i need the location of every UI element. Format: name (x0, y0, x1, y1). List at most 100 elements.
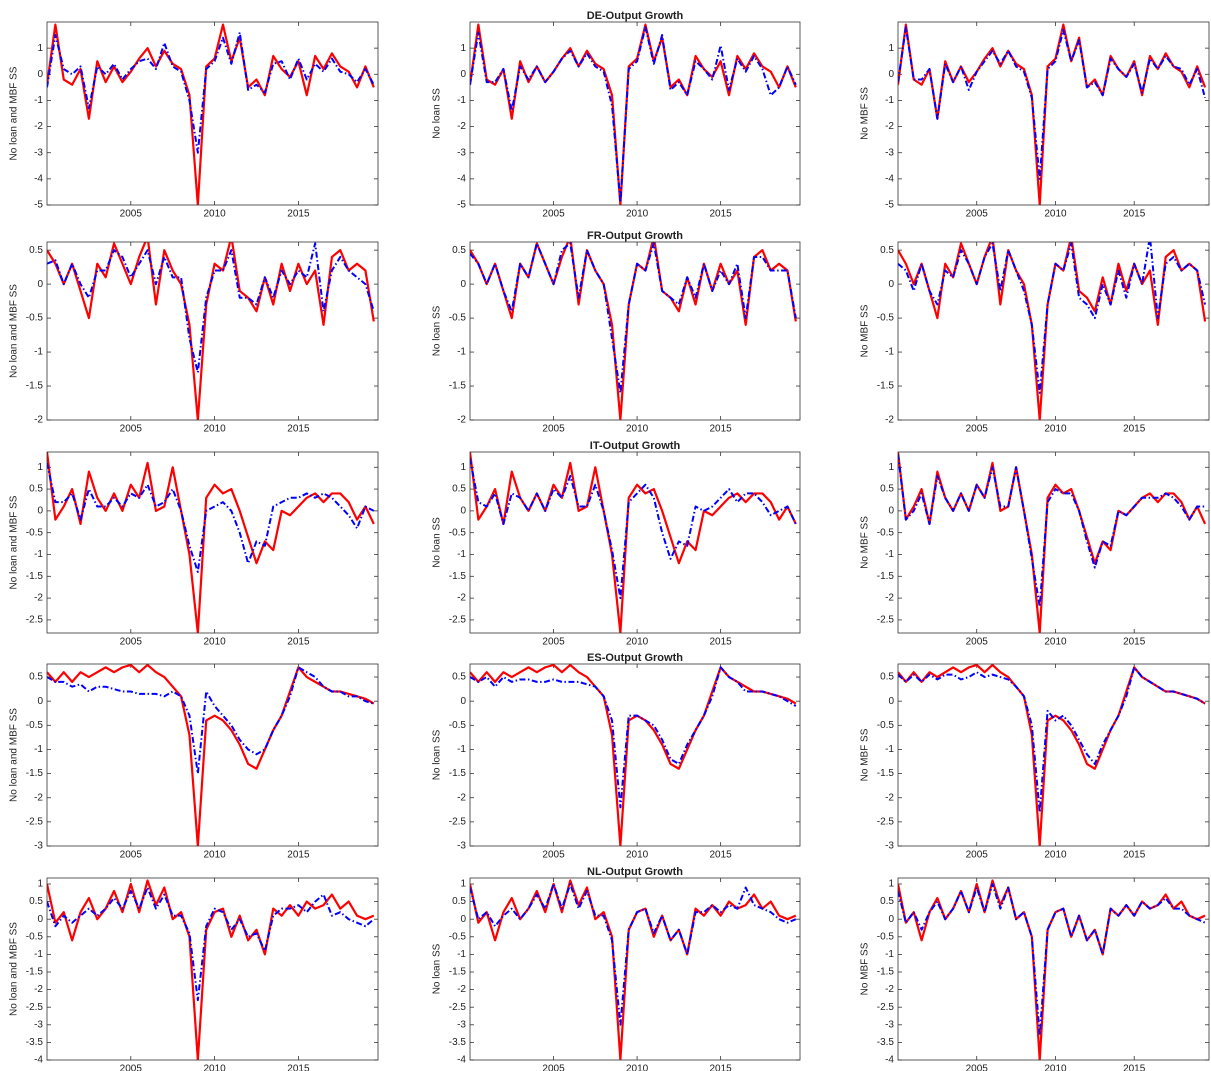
y-tick-label: 1 (888, 43, 894, 54)
y-tick-label: -3 (885, 1019, 894, 1030)
x-tick-label: 2010 (1044, 637, 1067, 648)
y-tick-label: 0 (37, 506, 43, 517)
plot-area (898, 664, 1209, 846)
series-line (47, 242, 375, 374)
y-tick-label: 0 (460, 506, 466, 517)
y-axis-label: No MBF SS (860, 942, 871, 995)
series-line (470, 242, 797, 394)
series-line (898, 666, 1206, 814)
x-tick-label: 2010 (1044, 424, 1067, 435)
y-tick-label: -1.5 (26, 381, 44, 392)
y-tick-label: -1.5 (877, 768, 895, 779)
y-tick-label: -2 (34, 984, 43, 995)
subplot: -2.5 -2 -1.5 -1 -0.5 0 0.5 1 2005 2010 2015 No loan… (432, 440, 801, 648)
y-tick-label: 0 (888, 914, 894, 925)
y-tick-label: -2.5 (877, 817, 895, 828)
y-tick-label: -1 (457, 347, 466, 358)
y-tick-label: 1 (460, 462, 466, 473)
plot-area (47, 664, 378, 846)
y-tick-label: 1 (460, 43, 466, 54)
x-tick-label: 2010 (626, 850, 649, 861)
y-tick-label: -1 (34, 744, 43, 755)
y-tick-label: 0.5 (452, 484, 466, 495)
y-tick-label: -0.5 (877, 527, 895, 538)
y-tick-label: -5 (457, 200, 466, 211)
y-tick-label: 0 (37, 69, 43, 80)
y-tick-label: -3 (885, 841, 894, 852)
chart-title: ES-Output Growth (587, 652, 683, 664)
x-tick-label: 2010 (626, 209, 649, 220)
y-tick-label: -1 (457, 744, 466, 755)
y-tick-label: 0 (888, 696, 894, 707)
plot-frame (469, 663, 801, 847)
x-tick-label: 2005 (966, 637, 989, 648)
y-tick-label: -1.5 (26, 571, 44, 582)
y-tick-label: 0.5 (880, 672, 894, 683)
plot-area (898, 22, 1209, 205)
y-tick-label: -2 (457, 593, 466, 604)
y-axis-label: No loan SS (432, 943, 443, 994)
x-tick-label: 2010 (203, 850, 226, 861)
y-tick-label: -1 (457, 95, 466, 106)
y-tick-label: -2 (885, 121, 894, 132)
x-tick-label: 2010 (1044, 1064, 1067, 1071)
y-tick-label: 0.5 (452, 672, 466, 683)
y-axis-label: No loan SS (432, 729, 443, 780)
y-axis-label: No loan SS (432, 517, 443, 568)
x-tick-label: 2010 (626, 1064, 649, 1071)
y-tick-label: -2 (885, 593, 894, 604)
plot-frame (897, 241, 1210, 421)
subplot: -3 -2.5 -2 -1.5 -1 -0.5 0 0.5 2005 2010 2015 No loa… (432, 652, 801, 861)
y-tick-label: -2 (457, 415, 466, 426)
plot-area (898, 452, 1209, 633)
x-tick-label: 2015 (710, 850, 733, 861)
subplot: -5 -4 -3 -2 -1 0 1 2005 2010 2015 No MBF SS (860, 21, 1210, 220)
y-tick-label: -2 (885, 984, 894, 995)
y-tick-label: 0.5 (880, 484, 894, 495)
x-tick-label: 2015 (1123, 209, 1146, 220)
series-line (470, 664, 797, 846)
x-tick-label: 2005 (542, 1064, 565, 1071)
y-tick-label: -1.5 (877, 571, 895, 582)
x-tick-label: 2015 (1123, 1064, 1146, 1071)
y-tick-label: -2 (34, 415, 43, 426)
y-tick-label: -1 (885, 347, 894, 358)
x-tick-label: 2015 (287, 637, 310, 648)
y-tick-label: -2.5 (877, 1002, 895, 1013)
y-tick-label: -4 (457, 173, 466, 184)
series-line (470, 666, 797, 809)
chart-title: IT-Output Growth (590, 440, 681, 452)
y-tick-label: -0.5 (877, 931, 895, 942)
plot-area (898, 878, 1209, 1060)
y-tick-label: 0 (888, 279, 894, 290)
series-line (47, 886, 375, 1002)
subplot: -5 -4 -3 -2 -1 0 1 2005 2010 2015 No loan SS DE-Out… (432, 10, 801, 220)
y-tick-label: -0.5 (449, 527, 467, 538)
y-tick-label: 1 (460, 879, 466, 890)
chart-title: DE-Output Growth (587, 10, 684, 22)
y-tick-label: -2 (885, 792, 894, 803)
y-tick-label: -0.5 (449, 931, 467, 942)
y-tick-label: 0.5 (452, 896, 466, 907)
subplot: -2 -1.5 -1 -0.5 0 0.5 2005 2010 2015 No loan and … (9, 241, 379, 435)
y-tick-label: -2.5 (449, 615, 467, 626)
series-line (898, 882, 1206, 1037)
x-tick-label: 2005 (966, 424, 989, 435)
x-tick-label: 2005 (966, 1064, 989, 1071)
plot-area (470, 452, 800, 633)
y-tick-label: -1 (34, 949, 43, 960)
x-tick-label: 2015 (287, 209, 310, 220)
y-tick-label: -4 (34, 1055, 43, 1066)
y-tick-label: -1 (34, 347, 43, 358)
series-line (47, 462, 375, 573)
subplot: -5 -4 -3 -2 -1 0 1 2005 2010 2015 No loan and MBF … (9, 21, 379, 220)
y-tick-label: -1 (457, 949, 466, 960)
x-tick-label: 2010 (626, 637, 649, 648)
x-tick-label: 2010 (1044, 850, 1067, 861)
plot-area (47, 452, 378, 633)
x-tick-label: 2005 (542, 637, 565, 648)
y-tick-label: 0.5 (452, 245, 466, 256)
y-tick-label: 0.5 (29, 484, 43, 495)
y-axis-label: No loan and MBF SS (9, 922, 20, 1016)
